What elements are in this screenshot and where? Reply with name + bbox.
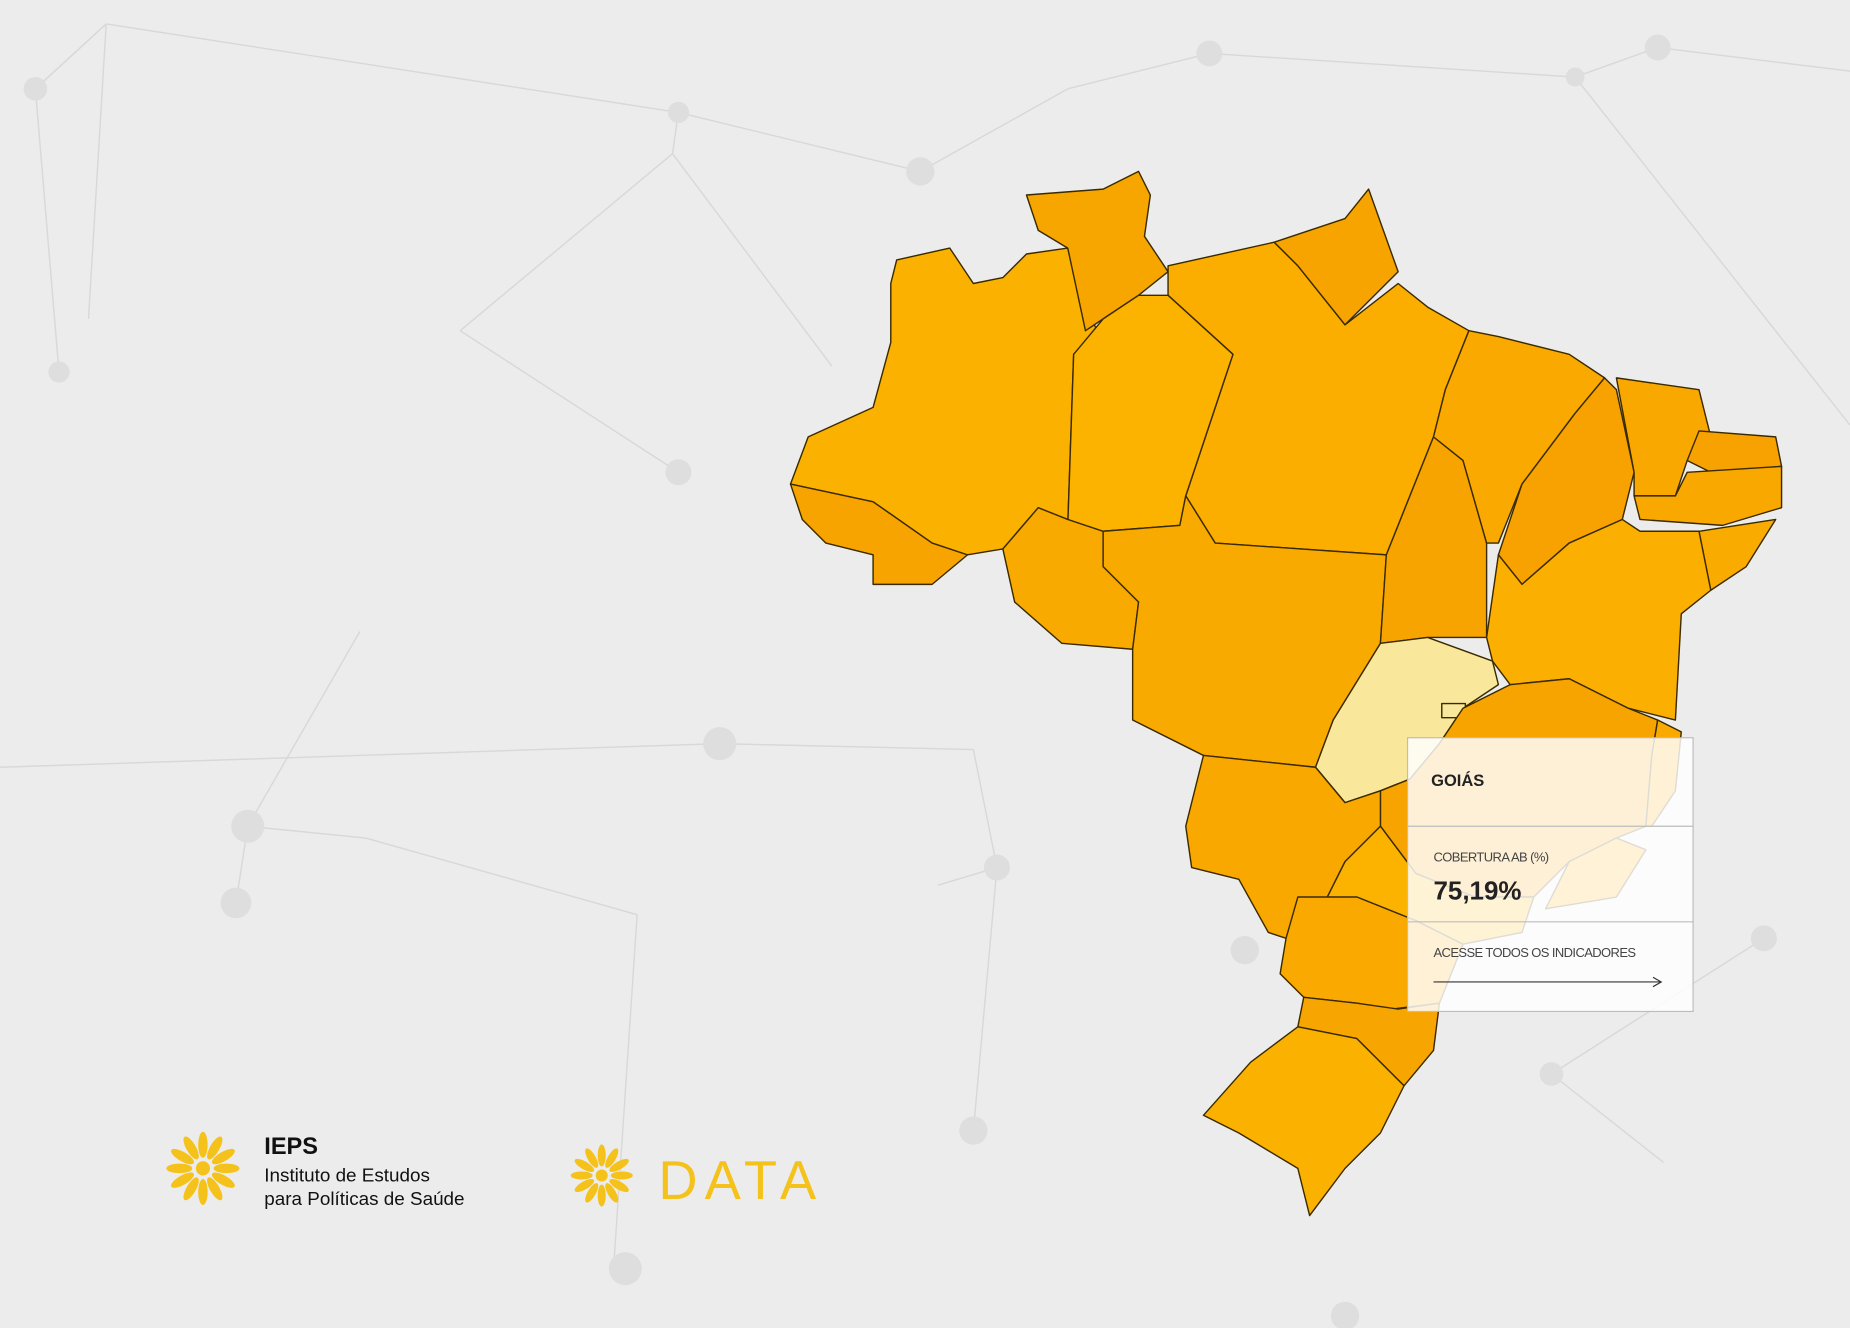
decoration bbox=[597, 1184, 606, 1207]
decoration bbox=[220, 887, 252, 919]
decoration bbox=[1565, 67, 1585, 87]
decoration bbox=[198, 1179, 208, 1205]
decoration bbox=[574, 1178, 595, 1193]
state-rio-grande-do-sul[interactable] bbox=[1202, 1026, 1405, 1217]
tooltip: GOIÁS COBERTURA AB (%) 75,19% ACESSE TOD… bbox=[1406, 737, 1694, 1013]
decoration bbox=[207, 1177, 223, 1201]
decoration bbox=[983, 854, 1010, 881]
tooltip-arrow-head[interactable] bbox=[1652, 976, 1663, 988]
decoration bbox=[609, 1158, 629, 1172]
decoration bbox=[1230, 935, 1259, 965]
decoration bbox=[183, 1177, 199, 1201]
decoration bbox=[211, 1172, 235, 1188]
state-alagoas[interactable] bbox=[1698, 518, 1777, 591]
state-rio-grande-do-norte[interactable] bbox=[1686, 430, 1783, 473]
decoration bbox=[171, 1148, 194, 1165]
ieps-logo-icon bbox=[166, 1131, 240, 1205]
decoration bbox=[1574, 76, 1850, 426]
decoration bbox=[959, 1116, 988, 1145]
decoration bbox=[608, 1252, 642, 1286]
decoration bbox=[1644, 34, 1671, 61]
decoration bbox=[106, 23, 679, 114]
decoration bbox=[183, 1136, 199, 1160]
decoration bbox=[23, 77, 48, 101]
decoration bbox=[1574, 46, 1658, 78]
decoration bbox=[678, 111, 921, 173]
decoration bbox=[34, 23, 107, 90]
ieps-name: IEPS bbox=[264, 1133, 318, 1159]
decoration bbox=[574, 1158, 595, 1172]
decoration bbox=[365, 837, 638, 916]
decoration bbox=[719, 742, 974, 751]
tooltip-indicator-label: COBERTURA AB (%) bbox=[1434, 850, 1549, 865]
state-pernambuco[interactable] bbox=[1633, 465, 1783, 527]
decoration bbox=[1196, 40, 1223, 67]
decoration bbox=[48, 361, 70, 383]
decoration bbox=[211, 1148, 235, 1165]
decoration bbox=[595, 1169, 608, 1182]
ieps-line: Instituto de Estudos bbox=[264, 1164, 430, 1185]
decoration bbox=[459, 153, 673, 332]
decoration bbox=[665, 459, 692, 486]
decoration bbox=[166, 1131, 240, 1205]
tooltip-state: GOIÁS bbox=[1431, 771, 1484, 790]
decoration bbox=[1551, 1073, 1665, 1164]
decoration bbox=[247, 631, 361, 827]
data-name: DATA bbox=[658, 1150, 823, 1211]
decoration bbox=[195, 1161, 211, 1176]
decoration bbox=[609, 1178, 629, 1193]
state-maranhao[interactable] bbox=[1432, 329, 1606, 544]
state-roraima[interactable] bbox=[1025, 170, 1169, 332]
decoration bbox=[703, 727, 737, 761]
decoration bbox=[1657, 46, 1850, 72]
decoration bbox=[213, 1163, 240, 1174]
state-bahia[interactable] bbox=[1485, 518, 1712, 721]
tooltip-link[interactable]: ACESSE TODOS OS INDICADORES bbox=[1434, 945, 1637, 960]
decoration bbox=[459, 330, 679, 473]
decoration bbox=[171, 1172, 194, 1188]
decoration bbox=[605, 1183, 619, 1203]
decoration bbox=[597, 1144, 606, 1167]
state-ceara[interactable] bbox=[1615, 377, 1712, 497]
decoration bbox=[610, 1171, 633, 1180]
decoration bbox=[231, 809, 265, 843]
decoration bbox=[972, 749, 998, 868]
decoration bbox=[1209, 52, 1576, 78]
decoration bbox=[1539, 1062, 1564, 1086]
decoration bbox=[1330, 1301, 1360, 1328]
brazil-map bbox=[789, 170, 1783, 1217]
decoration bbox=[919, 88, 1069, 173]
state-acre[interactable] bbox=[789, 483, 969, 586]
decoration bbox=[585, 1183, 599, 1203]
data-logo-icon bbox=[570, 1144, 633, 1207]
decoration bbox=[906, 157, 935, 186]
decoration bbox=[972, 867, 998, 1131]
tooltip-box bbox=[1406, 737, 1694, 1013]
decoration bbox=[198, 1131, 208, 1158]
ieps-line: para Políticas de Saúde bbox=[264, 1188, 464, 1209]
decoration bbox=[1067, 52, 1210, 90]
decoration bbox=[667, 101, 690, 124]
decoration bbox=[671, 153, 833, 367]
decoration bbox=[585, 1148, 599, 1168]
decoration bbox=[247, 825, 366, 839]
decoration bbox=[166, 1163, 193, 1174]
decoration bbox=[207, 1136, 223, 1160]
decoration bbox=[1750, 925, 1777, 952]
tooltip-indicator-value: 75,19% bbox=[1434, 877, 1522, 905]
decoration bbox=[87, 23, 107, 319]
decoration bbox=[0, 742, 720, 768]
decoration bbox=[612, 914, 638, 1269]
decoration bbox=[34, 88, 60, 373]
decoration bbox=[605, 1148, 619, 1168]
decoration bbox=[570, 1171, 593, 1180]
state-amapa[interactable] bbox=[1273, 188, 1399, 326]
